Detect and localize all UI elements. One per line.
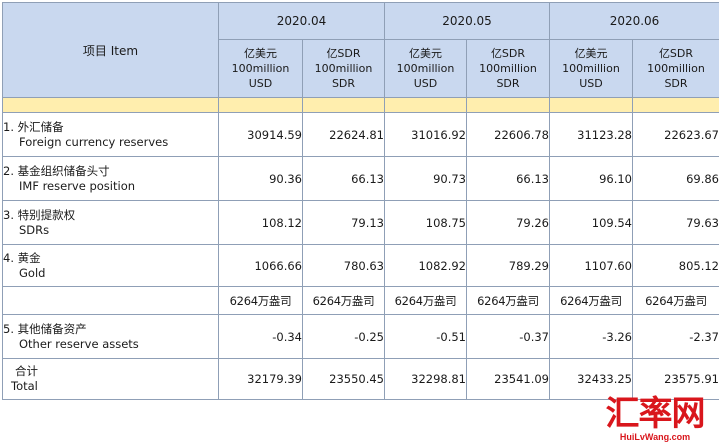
value-cell: -0.25 [303, 315, 385, 359]
gold-weight-cell: 6264万盎司 [385, 287, 467, 315]
table-row-gold-weight: 6264万盎司 6264万盎司 6264万盎司 6264万盎司 6264万盎司 … [3, 287, 719, 315]
value-cell: 66.13 [303, 157, 385, 201]
value-cell: 96.10 [550, 157, 633, 201]
value-cell: 23550.45 [303, 359, 385, 400]
value-cell: 90.36 [219, 157, 303, 201]
value-cell: 789.29 [467, 245, 550, 287]
separator-row [3, 98, 719, 113]
value-cell: 90.73 [385, 157, 467, 201]
value-cell: 22623.67 [633, 113, 719, 157]
value-cell: 69.86 [633, 157, 719, 201]
value-cell: -0.37 [467, 315, 550, 359]
value-cell: 79.26 [467, 201, 550, 245]
value-cell: 1082.92 [385, 245, 467, 287]
value-cell: 22624.81 [303, 113, 385, 157]
period-header-2020-06: 2020.06 [550, 3, 719, 40]
value-cell: 79.13 [303, 201, 385, 245]
value-cell: 30914.59 [219, 113, 303, 157]
value-cell: 79.63 [633, 201, 719, 245]
gold-weight-cell: 6264万盎司 [303, 287, 385, 315]
gold-weight-cell: 6264万盎司 [633, 287, 719, 315]
value-cell: 780.63 [303, 245, 385, 287]
value-cell: -3.26 [550, 315, 633, 359]
value-cell: 23541.09 [467, 359, 550, 400]
item-header: 项目 Item [3, 3, 219, 98]
value-cell: 31016.92 [385, 113, 467, 157]
value-cell: 1066.66 [219, 245, 303, 287]
site-watermark-logo: 汇率网 HuiLvWang.com [594, 396, 716, 442]
gold-weight-cell: 6264万盎司 [467, 287, 550, 315]
watermark-name: 汇率网 [594, 396, 716, 432]
value-cell: 108.75 [385, 201, 467, 245]
value-cell: -0.51 [385, 315, 467, 359]
value-cell: 805.12 [633, 245, 719, 287]
period-header-row: 项目 Item 2020.04 2020.05 2020.06 [3, 3, 719, 40]
value-cell: 31123.28 [550, 113, 633, 157]
value-cell: 109.54 [550, 201, 633, 245]
period-header-2020-04: 2020.04 [219, 3, 385, 40]
value-cell: -0.34 [219, 315, 303, 359]
value-cell: 32179.39 [219, 359, 303, 400]
empty-label-cell [3, 287, 219, 315]
value-cell: 66.13 [467, 157, 550, 201]
gold-weight-cell: 6264万盎司 [219, 287, 303, 315]
value-cell: 108.12 [219, 201, 303, 245]
value-cell: 22606.78 [467, 113, 550, 157]
value-cell: 32298.81 [385, 359, 467, 400]
value-cell: -2.37 [633, 315, 719, 359]
period-header-2020-05: 2020.05 [385, 3, 550, 40]
gold-weight-cell: 6264万盎司 [550, 287, 633, 315]
value-cell: 1107.60 [550, 245, 633, 287]
